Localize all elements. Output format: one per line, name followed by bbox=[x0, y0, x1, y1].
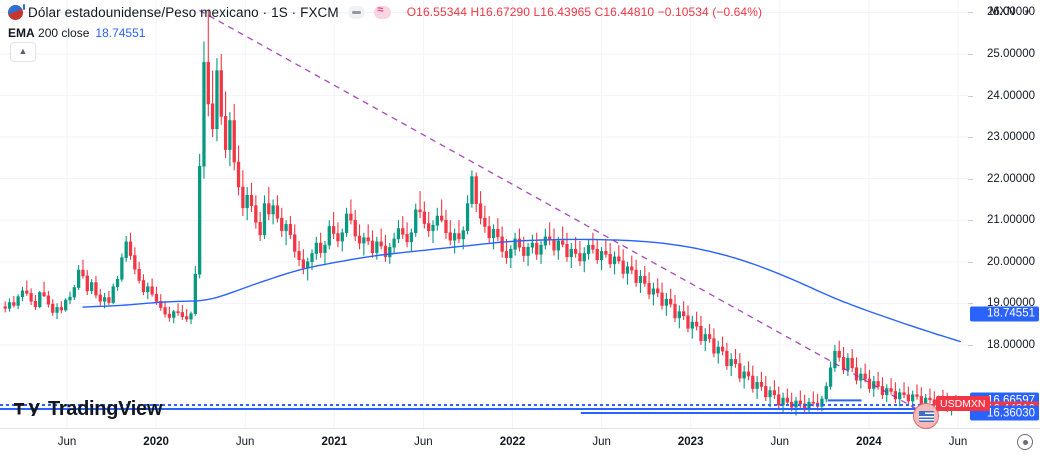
price-tick-label: 24.00000 bbox=[987, 89, 1035, 102]
price-tick-label: 18.00000 bbox=[987, 338, 1035, 351]
price-tick-mark bbox=[968, 261, 973, 263]
price-tick-label: 19.00000 bbox=[987, 297, 1035, 310]
price-tick-mark bbox=[968, 303, 973, 305]
time-tick-label: Jun bbox=[592, 436, 611, 448]
time-tick-label: Jun bbox=[770, 436, 790, 448]
currency-label: MXN bbox=[989, 6, 1016, 18]
ema-200-line bbox=[82, 238, 961, 343]
time-tick-label: 2022 bbox=[499, 436, 526, 448]
symbol-price-tag: USDMXN bbox=[936, 396, 990, 411]
price-tick-mark bbox=[968, 344, 973, 346]
price-tick-label: 20.00000 bbox=[987, 255, 1035, 268]
chart-plot-area[interactable]: TradingView bbox=[0, 0, 968, 428]
price-tick-mark bbox=[968, 54, 973, 56]
price-axis[interactable]: MXN ▼ 18.00000 19.00000 20.00000 21.00000 22… bbox=[968, 0, 1040, 428]
horizontal-level-line[interactable] bbox=[0, 407, 968, 410]
time-tick-label: Jun bbox=[57, 436, 77, 448]
time-tick-label: 2024 bbox=[856, 436, 882, 448]
time-tick-label: 2021 bbox=[321, 436, 348, 448]
price-tick-mark bbox=[968, 220, 973, 222]
price-tick-label: 25.00000 bbox=[987, 48, 1035, 61]
price-tick-label: 26.00000 bbox=[987, 6, 1035, 19]
price-tick-label: 23.00000 bbox=[987, 131, 1035, 144]
flag-stripes bbox=[918, 410, 934, 422]
price-tick-mark bbox=[968, 178, 973, 180]
time-tick-label: 2023 bbox=[677, 436, 704, 448]
chevron-up-icon: ▲ bbox=[18, 45, 28, 56]
time-tick-label: Jun bbox=[235, 436, 255, 448]
time-axis[interactable]: Jun 2020 Jun 2021 Jun 2022 Jun 2023 Jun 2024 Jun bbox=[0, 428, 1040, 457]
legend-collapse-button[interactable]: ▲ bbox=[10, 42, 36, 62]
currency-selector[interactable]: MXN ▼ bbox=[984, 3, 1036, 21]
price-tag-ema[interactable]: 18.74551 bbox=[970, 306, 1039, 322]
tradingview-wordmark: TradingView bbox=[48, 398, 163, 420]
tradingview-watermark: TradingView bbox=[14, 398, 162, 421]
time-tick-label: Jun bbox=[414, 436, 433, 448]
time-tick-label: Jun bbox=[948, 436, 968, 448]
us-flag-icon bbox=[913, 403, 939, 429]
drawings-overlay[interactable] bbox=[0, 0, 968, 428]
price-tick-label: 21.00000 bbox=[987, 214, 1035, 227]
horizontal-level-line[interactable] bbox=[0, 403, 968, 406]
price-tick-label: 22.00000 bbox=[987, 172, 1035, 185]
reset-chart-icon[interactable] bbox=[1017, 434, 1033, 450]
price-tick-mark bbox=[968, 137, 973, 139]
chevron-down-icon: ▼ bbox=[1023, 7, 1031, 17]
tradingview-logo-icon bbox=[14, 403, 40, 416]
time-tick-label: 2020 bbox=[143, 436, 169, 448]
reset-dot bbox=[1022, 439, 1028, 445]
price-tick-mark bbox=[968, 95, 973, 97]
candlestick-series bbox=[3, 10, 962, 416]
price-tick-mark bbox=[968, 12, 973, 14]
